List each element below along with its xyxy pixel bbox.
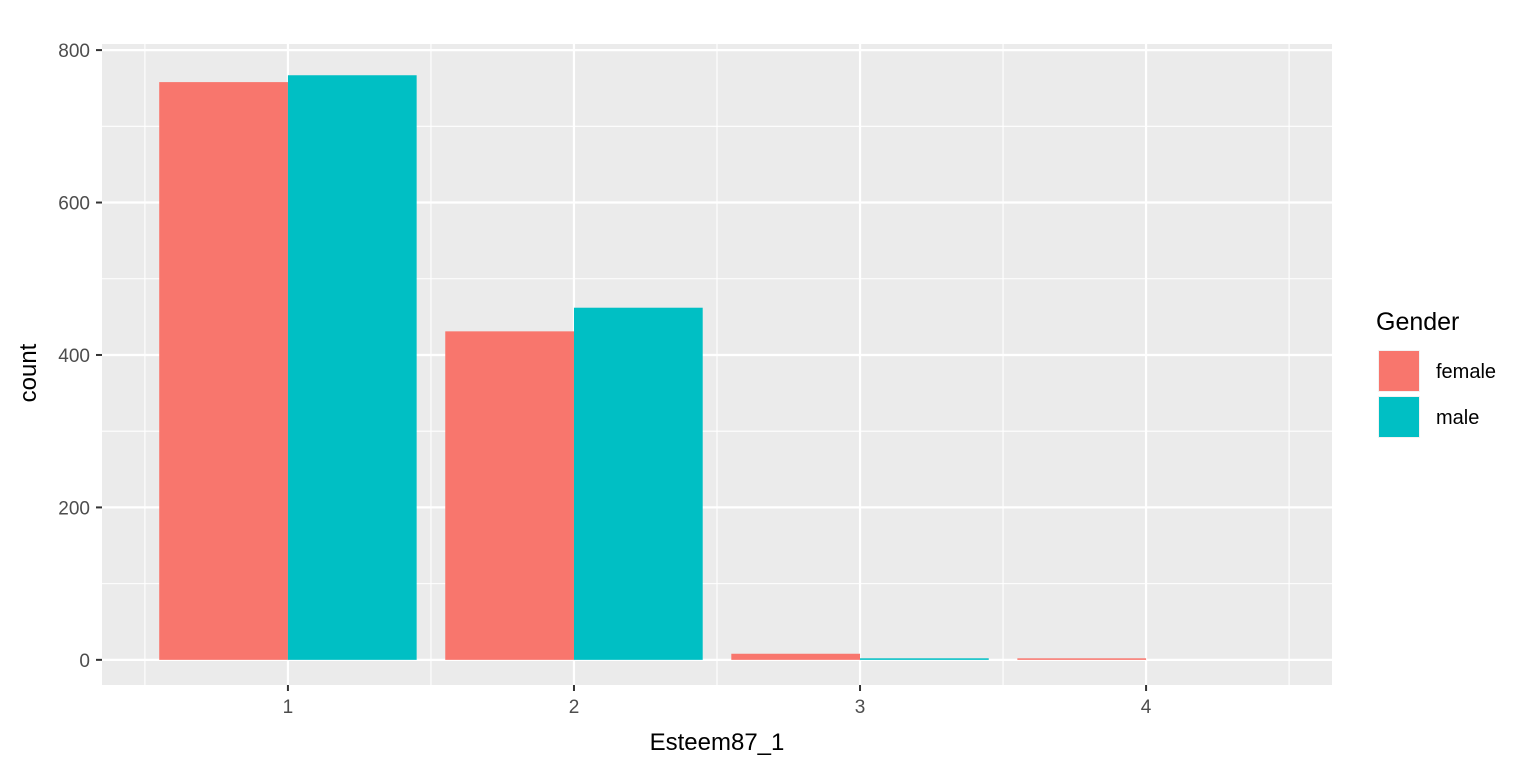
x-axis-title: Esteem87_1 xyxy=(650,729,785,756)
y-tick-label: 0 xyxy=(79,651,90,672)
x-tick-label: 3 xyxy=(855,697,866,718)
y-tick-label: 800 xyxy=(58,41,90,62)
x-tick-label: 4 xyxy=(1141,697,1152,718)
legend-label-male: male xyxy=(1436,407,1479,429)
y-tick-label: 400 xyxy=(58,346,90,367)
y-tick-label: 600 xyxy=(58,194,90,215)
y-axis-title: count xyxy=(15,343,42,402)
bar-female-3 xyxy=(731,653,861,660)
bar-male-3 xyxy=(860,658,989,660)
y-tick-label: 200 xyxy=(58,498,90,519)
bar-female-1 xyxy=(159,82,288,660)
x-tick-label: 1 xyxy=(283,697,294,718)
bar-female-4 xyxy=(1017,658,1147,660)
legend-items: female male xyxy=(1378,350,1496,438)
legend-key-male xyxy=(1379,397,1419,437)
x-tick-label: 2 xyxy=(569,697,580,718)
axes: 0 200 400 600 800 1 2 3 4 xyxy=(58,41,1151,718)
legend-title: Gender xyxy=(1376,308,1459,336)
bar-male-2 xyxy=(573,307,703,660)
legend-label-female: female xyxy=(1436,361,1496,383)
bar-male-1 xyxy=(287,75,417,660)
legend: Gender female male xyxy=(1376,308,1496,438)
bar-female-2 xyxy=(445,331,574,660)
bars xyxy=(159,75,1147,660)
legend-key-female xyxy=(1379,351,1419,391)
